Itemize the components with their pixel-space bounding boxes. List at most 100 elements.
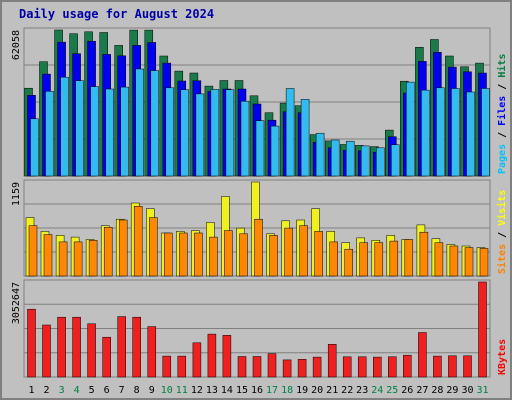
legend-item: Files	[496, 96, 508, 126]
bar-sites-13	[209, 236, 218, 277]
bar-pages-23	[360, 145, 370, 177]
x-tick-label-27: 27	[416, 385, 428, 396]
bar-pages-8	[135, 68, 144, 177]
bar-pages-28	[436, 87, 445, 177]
x-tick-label-28: 28	[431, 385, 443, 396]
x-tick-label-19: 19	[296, 385, 308, 396]
x-tick-label-16: 16	[251, 385, 263, 396]
panels-group: 62058 Pages / Files / Hits 1159 Sites / Vis…	[11, 27, 508, 378]
bar-kbytes-5	[87, 323, 96, 378]
bar-pages-20	[315, 132, 325, 177]
bar-pages-2	[45, 91, 54, 177]
x-tick-label-31: 31	[476, 385, 488, 396]
bar-sites-20	[314, 231, 323, 277]
panel-kbytes: 3052647 KBytes	[11, 279, 508, 378]
x-tick-label-3: 3	[59, 385, 65, 396]
bar-pages-21	[330, 139, 340, 177]
legend: Sites / Visits	[496, 190, 508, 274]
bar-sites-12	[194, 232, 203, 277]
bar-kbytes-12	[192, 342, 202, 378]
panel-visits-sites: 1159 Sites / Visits	[11, 179, 508, 277]
x-tick-label-6: 6	[104, 385, 110, 396]
bar-kbytes-15	[237, 356, 247, 378]
x-tick-label-23: 23	[356, 385, 368, 396]
legend-item: /	[497, 126, 508, 144]
x-tick-label-24: 24	[371, 385, 383, 396]
bar-pages-26	[406, 81, 415, 177]
bar-kbytes-28	[433, 355, 442, 378]
bar-kbytes-11	[177, 355, 187, 378]
y-max-label: 3052647	[11, 282, 22, 324]
bar-kbytes-29	[448, 355, 457, 378]
bar-sites-29	[449, 245, 459, 277]
y-max-label: 62058	[11, 30, 22, 60]
legend-item: Hits	[496, 54, 508, 78]
bar-sites-1	[28, 225, 38, 277]
x-tick-label-8: 8	[134, 385, 140, 396]
bar-kbytes-1	[27, 308, 36, 378]
bar-pages-10	[165, 87, 175, 177]
bar-sites-23	[359, 242, 368, 277]
bar-pages-25	[391, 144, 400, 177]
legend-item: KBytes	[497, 339, 508, 375]
x-tick-label-20: 20	[311, 385, 323, 396]
bar-pages-3	[60, 76, 69, 177]
bar-sites-19	[299, 225, 308, 277]
bar-sites-9	[149, 217, 158, 277]
x-tick-label-18: 18	[281, 385, 293, 396]
bar-sites-16	[254, 218, 263, 277]
x-tick-label-30: 30	[461, 385, 473, 396]
bar-kbytes-20	[312, 356, 322, 378]
panel-hits-files-pages: 62058 Pages / Files / Hits	[11, 27, 508, 177]
bar-kbytes-23	[357, 356, 367, 378]
x-tick-label-2: 2	[43, 385, 49, 396]
x-tick-label-25: 25	[386, 385, 398, 396]
bar-sites-22	[344, 248, 353, 277]
bar-pages-14	[225, 89, 235, 177]
bar-sites-21	[329, 241, 338, 277]
bar-sites-4	[73, 241, 83, 277]
x-tick-label-21: 21	[326, 385, 338, 396]
bar-pages-15	[240, 100, 250, 177]
bar-pages-22	[345, 140, 355, 177]
bar-sites-30	[464, 247, 474, 277]
legend-item: /	[497, 226, 508, 244]
bar-kbytes-18	[282, 359, 292, 378]
x-tick-label-14: 14	[221, 385, 233, 396]
bar-kbytes-30	[463, 355, 472, 378]
bar-sites-17	[269, 235, 278, 277]
legend-item: Visits	[496, 190, 508, 226]
bar-pages-13	[210, 89, 220, 177]
bar-sites-18	[284, 227, 293, 277]
x-tick-label-9: 9	[149, 385, 155, 396]
bar-sites-24	[374, 242, 384, 277]
bar-pages-19	[300, 99, 310, 177]
bar-kbytes-21	[327, 344, 337, 378]
bar-sites-11	[179, 232, 188, 277]
bar-pages-24	[376, 147, 385, 177]
bar-pages-17	[270, 125, 280, 177]
bar-pages-18	[285, 88, 295, 177]
bar-kbytes-7	[117, 316, 126, 378]
bar-pages-6	[105, 88, 114, 177]
x-tick-label-13: 13	[206, 385, 218, 396]
y-max-label: 1159	[11, 182, 22, 206]
bar-sites-10	[164, 232, 173, 277]
bar-sites-3	[58, 241, 68, 277]
bar-sites-6	[103, 227, 113, 277]
x-axis-labels: 1 2 3 4 5 6 7 8 9 10 11 12 13 14 15 16 17 18 19 20 21 22 23 24 2…	[28, 385, 488, 396]
bar-kbytes-25	[388, 356, 397, 378]
bar-kbytes-8	[132, 316, 141, 378]
bar-kbytes-26	[403, 354, 412, 378]
bar-sites-27	[419, 231, 429, 277]
x-tick-label-4: 4	[74, 385, 80, 396]
bar-sites-7	[118, 219, 128, 277]
bar-pages-30	[466, 91, 475, 177]
bar-kbytes-2	[42, 324, 51, 378]
x-tick-label-22: 22	[341, 385, 353, 396]
bar-kbytes-3	[57, 316, 66, 378]
bar-pages-29	[451, 88, 460, 177]
legend-item: Pages	[497, 144, 508, 174]
bar-kbytes-14	[222, 335, 232, 378]
